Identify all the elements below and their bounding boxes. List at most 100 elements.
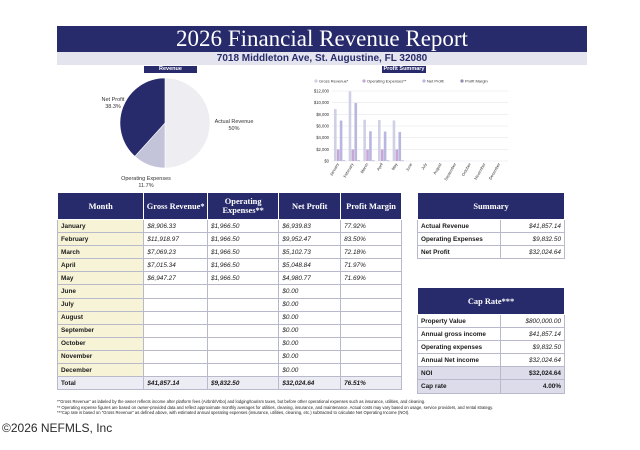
- legend-swatch-3: [460, 79, 464, 83]
- cell-net: $5,102.73: [278, 245, 342, 260]
- legend-swatch-1: [362, 79, 366, 83]
- cell-opex: $1,966.50: [206, 245, 280, 260]
- total-month: Total: [56, 376, 145, 391]
- x-tick-label: January: [328, 162, 339, 177]
- table-body: January $8,906.33 $1,966.50 $6,939.83 77.92%…: [56, 218, 402, 391]
- y-tick-label: $6,000: [316, 124, 329, 129]
- pie-actual-revenue-pct: 50%: [228, 125, 240, 132]
- cell-net: $6,939.83: [278, 218, 342, 234]
- bar-1-3: [357, 160, 360, 162]
- cap-rate-label: Cap rate: [417, 379, 501, 394]
- summary-label: Actual Revenue: [417, 218, 501, 234]
- cell-net: $0.00: [278, 310, 342, 325]
- col-header-operating-expenses: Operating Expenses**: [206, 192, 280, 220]
- pie-actual-revenue-label: Actual Revenue: [214, 119, 254, 125]
- table-row: March $7,069.23 $1,966.50 $5,102.73 72.18%: [56, 245, 402, 260]
- cell-gross: [143, 363, 208, 378]
- cap-rate-label: Annual Net income: [417, 353, 501, 368]
- copyright-watermark: ©2026 NEFMLS, Inc: [2, 421, 113, 435]
- cap-rate-row: Annual gross income $41,857.14: [417, 327, 565, 342]
- cell-opex: $1,966.50: [206, 271, 280, 286]
- bar-4-0: [392, 120, 396, 161]
- chart-bars: [334, 91, 404, 162]
- pie-net-profit-label: Net Profit: [101, 97, 125, 103]
- table-row: August $0.00: [56, 310, 402, 325]
- pie-net-profit-pct: 38.3%: [105, 103, 121, 110]
- col-header-gross-revenue: Gross Revenue*: [143, 192, 208, 220]
- table-row: July $0.00: [56, 297, 402, 312]
- cell-margin: 71.69%: [340, 271, 402, 286]
- cap-rate-value: $9,832.50: [500, 340, 565, 355]
- cap-rate-value: $41,857.14: [500, 327, 565, 342]
- cell-opex: [206, 284, 280, 299]
- cell-month: March: [56, 245, 145, 260]
- y-tick-label: $0: [324, 159, 329, 164]
- bar-2-1: [366, 149, 369, 161]
- col-header-net-profit: Net Profit: [278, 192, 342, 220]
- cell-margin: [340, 323, 402, 338]
- bar-0-3: [342, 160, 346, 162]
- cell-margin: 71.97%: [340, 258, 402, 273]
- cell-opex: $1,966.50: [206, 218, 280, 234]
- cell-opex: [206, 310, 280, 325]
- cell-gross: $7,015.34: [143, 258, 208, 273]
- cell-gross: $7,069.23: [143, 245, 208, 260]
- footnote-operating-expenses: ** Operating expense figures are based o…: [57, 404, 494, 410]
- x-tick-label: May: [390, 162, 398, 171]
- cell-opex: $1,966.50: [206, 258, 280, 273]
- summary-row: Actual Revenue $41,857.14: [417, 218, 565, 234]
- cap-rate-value: 4.00%: [500, 379, 565, 394]
- cell-gross: $6,947.27: [143, 271, 208, 286]
- profit-summary-tag: Profit Summary: [382, 66, 426, 73]
- cell-month: April: [56, 258, 145, 273]
- summary-title: Summary: [417, 192, 565, 220]
- cell-gross: [143, 349, 208, 365]
- x-tick-label: November: [473, 161, 487, 180]
- cell-net: $4,980.77: [278, 271, 342, 286]
- table-header-row: Month Gross Revenue* Operating Expenses*…: [56, 192, 402, 220]
- cell-month: November: [56, 349, 145, 365]
- table-row: November $0.00: [56, 349, 402, 365]
- cell-gross: [143, 284, 208, 299]
- total-margin: 76.51%: [340, 376, 402, 391]
- pie-label-operating-expenses: Operating Expenses 11.7%: [118, 176, 174, 189]
- total-row: Total $41,857.14 $9,832.50 $32,024.64 76.51%: [56, 376, 402, 391]
- x-tick-label: August: [432, 161, 443, 175]
- cell-gross: [143, 336, 208, 351]
- col-header-month: Month: [56, 192, 145, 220]
- cell-month: December: [56, 363, 145, 378]
- cell-margin: 77.92%: [340, 218, 402, 234]
- cell-month: August: [56, 310, 145, 325]
- table-row: February $11,918.97 $1,966.50 $9,952.47 83.5…: [56, 232, 402, 247]
- pie-slice-net-profit: [120, 77, 166, 157]
- cell-margin: [340, 363, 402, 378]
- x-tick-label: April: [376, 162, 384, 172]
- footnote-gross-revenue: *"Gross Revenue" as labeled by the owner…: [57, 399, 426, 404]
- cell-margin: [340, 336, 402, 351]
- cell-opex: [206, 363, 280, 378]
- noi-label: NOI: [417, 366, 501, 381]
- pie-operating-expenses-label: Operating Expenses: [121, 176, 171, 182]
- x-tick-label: February: [342, 162, 354, 178]
- total-net: $32,024.64: [278, 376, 342, 391]
- cell-opex: [206, 349, 280, 365]
- cap-rate-label: Operating expenses: [417, 340, 501, 355]
- cell-gross: [143, 323, 208, 338]
- chart-y-labels: $0 $2,000 $4,000 $6,000 $8,000 $10,000 $12,000: [314, 89, 330, 164]
- bar-4-2: [398, 131, 402, 161]
- bar-3-1: [380, 149, 384, 161]
- summary-label: Operating Expenses: [417, 232, 501, 247]
- legend-label-2: Net Profit: [427, 79, 445, 84]
- summary-label: Net Profit: [417, 245, 501, 260]
- cell-net: $0.00: [278, 336, 342, 351]
- cell-gross: $11,918.97: [143, 232, 208, 247]
- y-tick-label: $2,000: [316, 147, 329, 152]
- chart-grid: [332, 90, 508, 162]
- pie-label-actual-revenue: Actual Revenue 50%: [212, 119, 256, 132]
- bar-3-0: [378, 120, 381, 161]
- table-row: May $6,947.27 $1,966.50 $4,980.77 71.69%: [56, 271, 402, 286]
- table-row: January $8,906.33 $1,966.50 $6,939.83 77.92%: [56, 218, 402, 234]
- y-tick-label: $4,000: [316, 135, 329, 140]
- x-tick-label: July: [420, 162, 428, 171]
- summary-row: Net Profit $32,024.64: [417, 245, 565, 260]
